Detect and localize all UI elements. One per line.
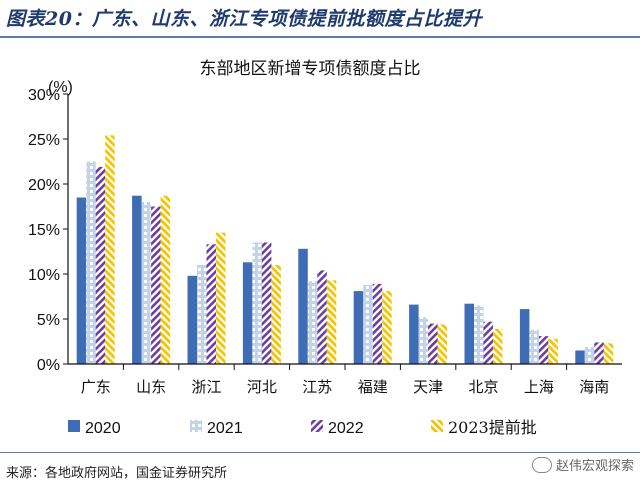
bar-4-5 xyxy=(326,280,337,364)
y-tick-label: 30% xyxy=(28,87,60,104)
legend-swatch-3 xyxy=(311,420,323,432)
x-tick-label: 江苏 xyxy=(302,378,332,396)
bar-1-2 xyxy=(132,195,142,364)
bar-3-5 xyxy=(317,270,327,364)
x-tick-label: 福建 xyxy=(358,378,388,396)
legend-swatch-4 xyxy=(431,420,443,432)
x-axis: 广东 山东 浙江 河北 江苏 福建 天津 北京 上海 海南 xyxy=(68,363,622,396)
bar-1-8 xyxy=(464,303,474,364)
bar-4-8 xyxy=(493,328,503,364)
x-tick-label: 山东 xyxy=(136,378,166,396)
bar-2-8 xyxy=(474,305,484,364)
bar-1-1 xyxy=(76,197,87,364)
legend-label-3: 2022 xyxy=(328,420,364,437)
bar-2-6 xyxy=(363,284,373,364)
footer-rule xyxy=(0,452,640,453)
legend: 2020 2021 2022 2023提前批 xyxy=(68,418,537,437)
bar-1-10 xyxy=(575,350,585,364)
x-tick-label: 广东 xyxy=(81,378,111,396)
x-tick-label: 天津 xyxy=(413,378,443,396)
legend-swatch-2 xyxy=(190,420,202,432)
bars xyxy=(76,135,614,364)
bar-1-3 xyxy=(187,275,197,364)
y-tick-label: 15% xyxy=(28,222,60,239)
watermark: 赵伟宏观探索 xyxy=(532,455,634,474)
bar-3-9 xyxy=(538,336,549,364)
title-rule xyxy=(0,36,640,38)
bar-4-10 xyxy=(603,343,614,364)
y-tick-label: 5% xyxy=(37,312,60,329)
y-tick-label: 10% xyxy=(28,267,60,284)
bar-2-2 xyxy=(141,202,152,364)
y-axis: 0% 5% 10% 15% 20% 25% 30% xyxy=(28,87,69,374)
legend-label-2: 2021 xyxy=(207,420,243,437)
x-tick-label: 浙江 xyxy=(191,378,221,396)
bar-4-6 xyxy=(382,291,392,364)
y-tick-label: 25% xyxy=(28,132,60,149)
bar-2-3 xyxy=(197,265,207,364)
y-unit-label: (%) xyxy=(48,79,73,96)
x-tick-label: 河北 xyxy=(247,378,277,396)
x-tick-label: 北京 xyxy=(468,378,498,396)
bar-2-4 xyxy=(252,242,262,364)
bar-3-10 xyxy=(594,342,604,364)
bar-3-1 xyxy=(95,166,106,364)
bar-4-3 xyxy=(216,232,226,364)
bar-1-6 xyxy=(353,291,364,364)
x-tick-label: 海南 xyxy=(579,378,609,396)
bar-3-3 xyxy=(206,244,216,364)
bar-4-4 xyxy=(271,265,281,364)
bar-3-4 xyxy=(261,242,272,364)
bar-1-9 xyxy=(519,309,530,364)
source-note: 来源：各地政府网站，国金证券研究所 xyxy=(6,466,228,481)
bar-3-7 xyxy=(428,323,438,364)
bar-3-6 xyxy=(372,283,383,364)
legend-swatch-1 xyxy=(68,420,80,432)
legend-label-4: 2023提前批 xyxy=(448,418,537,437)
x-tick-label: 上海 xyxy=(524,378,554,396)
y-tick-label: 0% xyxy=(37,357,60,374)
bar-3-2 xyxy=(151,206,161,364)
bar-4-7 xyxy=(437,324,448,364)
bar-1-4 xyxy=(242,262,253,364)
bar-2-1 xyxy=(86,161,96,364)
bar-2-10 xyxy=(584,346,595,364)
wechat-icon xyxy=(532,457,552,473)
bar-2-5 xyxy=(307,281,318,364)
bar-2-9 xyxy=(529,329,539,364)
bar-1-5 xyxy=(298,248,308,364)
bar-2-7 xyxy=(418,317,429,364)
bar-3-8 xyxy=(483,321,493,364)
watermark-text: 赵伟宏观探索 xyxy=(556,459,635,474)
bar-4-1 xyxy=(105,135,115,364)
bar-chart: 东部地区新增专项债额度占比 (%) 0% 5% 10% 15% 20% 25% 30% 广东… xyxy=(28,59,622,437)
bar-4-9 xyxy=(548,338,558,364)
figure-title: 图表20：广东、山东、浙江专项债提前批额度占比提升 xyxy=(6,8,482,30)
y-tick-label: 20% xyxy=(28,177,60,194)
bar-1-7 xyxy=(409,304,419,364)
legend-label-1: 2020 xyxy=(85,420,121,437)
chart-title: 东部地区新增专项债额度占比 xyxy=(200,59,421,79)
bar-4-2 xyxy=(160,195,171,364)
